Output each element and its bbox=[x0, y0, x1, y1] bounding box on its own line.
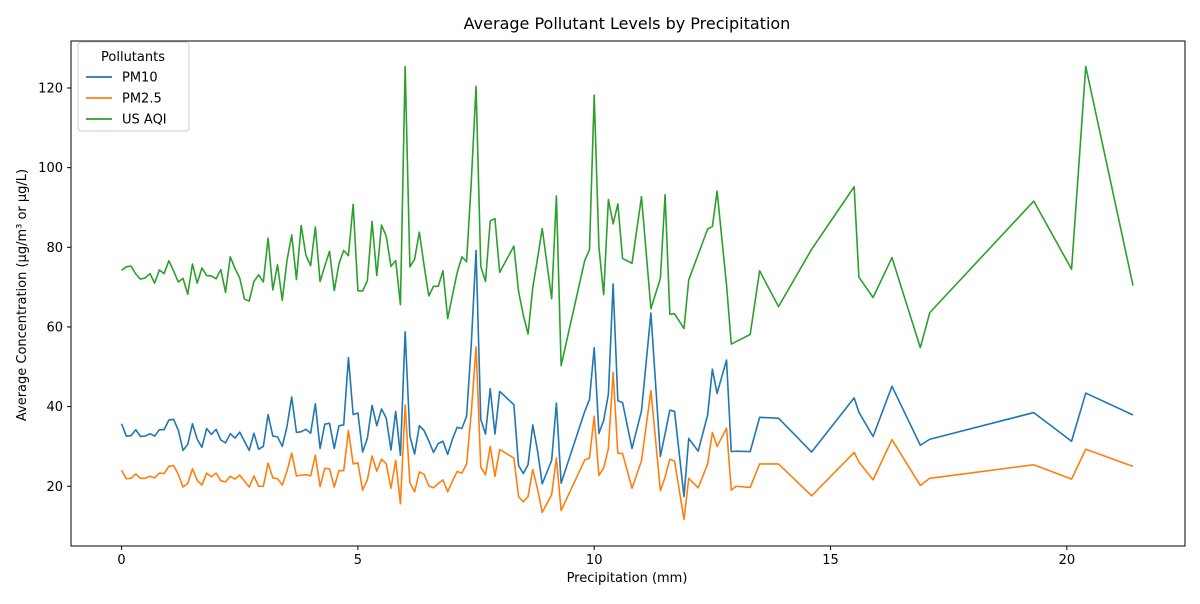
chart-title: Average Pollutant Levels by Precipitatio… bbox=[464, 14, 791, 33]
x-tick-label: 10 bbox=[586, 553, 603, 568]
y-tick-label: 80 bbox=[46, 241, 63, 256]
series-line-pm10 bbox=[120, 249, 1134, 498]
y-tick-label: 120 bbox=[38, 81, 63, 96]
legend-title: Pollutants bbox=[101, 50, 165, 65]
x-axis-label: Precipitation (mm) bbox=[567, 571, 688, 586]
plot-frame bbox=[70, 40, 1186, 547]
y-axis-label: Average Concentration (µg/m³ or µg/L) bbox=[15, 169, 30, 421]
legend-label: US AQI bbox=[122, 113, 167, 128]
y-tick-label: 40 bbox=[46, 400, 63, 415]
legend-items: PM10 PM2.5 US AQI bbox=[86, 71, 167, 128]
x-tick-label: 20 bbox=[1059, 553, 1076, 568]
legend-box bbox=[77, 41, 190, 132]
legend: Pollutants PM10 PM2.5 US AQI bbox=[77, 41, 190, 132]
series-line-pm2-5 bbox=[120, 346, 1134, 521]
legend-label: PM10 bbox=[122, 71, 158, 86]
x-tick-label: 15 bbox=[822, 553, 839, 568]
series-line-us-aqi bbox=[121, 65, 1134, 367]
y-tick-label: 100 bbox=[38, 161, 63, 176]
y-tick-label: 60 bbox=[46, 320, 63, 335]
y-axis: 20 40 60 80 100 120 bbox=[38, 81, 71, 495]
y-tick-label: 20 bbox=[46, 480, 63, 495]
x-axis: 0 5 10 15 20 bbox=[117, 546, 1075, 568]
x-tick-label: 5 bbox=[354, 553, 362, 568]
plot-area bbox=[120, 65, 1134, 521]
x-tick-label: 0 bbox=[117, 553, 125, 568]
legend-label: PM2.5 bbox=[122, 92, 162, 107]
